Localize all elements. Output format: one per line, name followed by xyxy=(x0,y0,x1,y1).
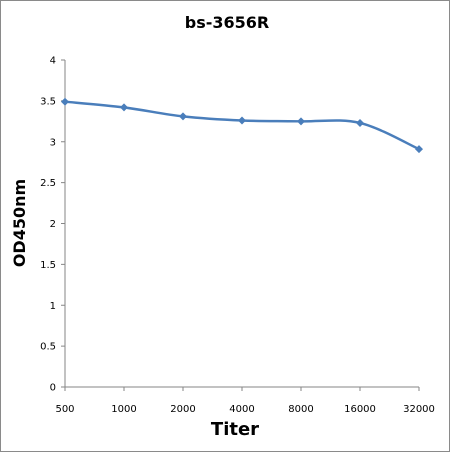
x-tick-label: 4000 xyxy=(229,404,254,415)
y-tick-label: 1.5 xyxy=(40,260,56,271)
series-line xyxy=(64,100,420,151)
x-tick-label: 32000 xyxy=(403,404,435,415)
data-point-marker xyxy=(356,118,364,127)
chart-title: bs-3656R xyxy=(185,13,269,32)
x-tick-label: 1000 xyxy=(111,404,136,415)
y-tick-label: 2.5 xyxy=(40,178,56,189)
x-tick-label: 8000 xyxy=(288,404,313,415)
tick-labels: 0 0.5 1 1.5 2 2.5 3 3.5 4 500 1000 2000 4000 8000 1600… xyxy=(40,56,435,416)
y-axis-label: OD450nm xyxy=(10,179,29,267)
y-tick-label: 1 xyxy=(50,301,56,312)
y-tick-label: 2 xyxy=(50,219,56,230)
x-tick-label: 500 xyxy=(55,404,74,415)
y-tick-label: 4 xyxy=(50,56,56,67)
data-point-marker xyxy=(61,97,69,106)
y-tick-label: 0.5 xyxy=(40,342,56,353)
data-point-marker xyxy=(120,103,128,112)
data-point-marker xyxy=(415,145,423,154)
y-tick-label: 0 xyxy=(50,383,56,394)
data-point-marker xyxy=(238,116,246,125)
y-tick-label: 3 xyxy=(50,137,56,148)
axes xyxy=(61,59,420,391)
x-tick-label: 2000 xyxy=(170,404,195,415)
x-axis-label: Titer xyxy=(211,419,259,440)
x-tick-label: 16000 xyxy=(344,404,376,415)
data-point-marker xyxy=(297,117,305,126)
y-tick-label: 3.5 xyxy=(40,96,56,107)
data-point-marker xyxy=(179,112,187,121)
series-layer xyxy=(61,97,423,154)
